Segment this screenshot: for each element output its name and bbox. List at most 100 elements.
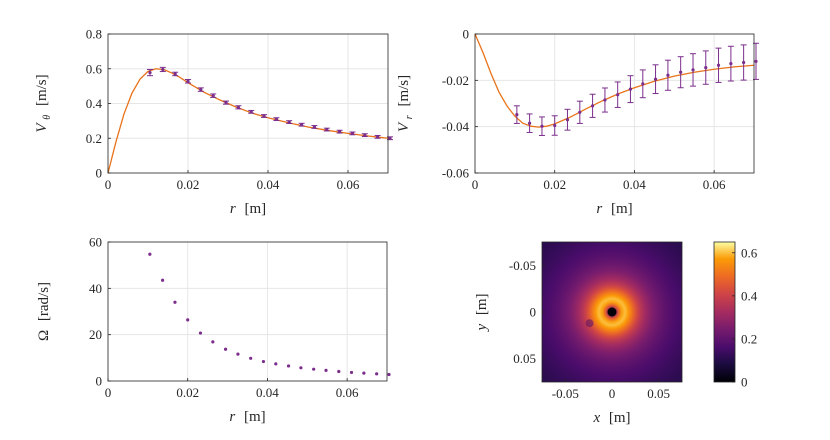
data-point (387, 372, 391, 377)
data-point (161, 278, 165, 282)
data-point (641, 82, 645, 86)
y-tick-label: 20 (89, 327, 102, 342)
data-point (312, 367, 316, 371)
data-point (198, 331, 203, 335)
colorbar: 0 0.2 0.4 0.6 (713, 241, 758, 390)
model-curve (474, 33, 755, 128)
data-point (349, 370, 354, 375)
vr-ylabel-unit: [m/s] (396, 75, 412, 107)
vtheta-ylabel-sub: θ (42, 115, 53, 120)
x-tick-label: 0.06 (336, 385, 359, 400)
data-point (376, 135, 380, 139)
data-point (653, 77, 658, 81)
data-point (249, 356, 253, 360)
vtheta-xlabel-symbol: r (230, 201, 236, 217)
data-point (224, 101, 228, 105)
vr-ylabel-symbol: V (396, 121, 412, 132)
data-point (666, 73, 670, 77)
y-tick-label: 0 (96, 374, 103, 389)
y-tick-label: -0.05 (509, 258, 536, 273)
data-point (578, 110, 582, 114)
heatmap-xlabel: x [m] (592, 410, 630, 426)
colorbar-tick-label: 0.2 (741, 331, 757, 346)
heatmap-ylabel-unit: [m] (474, 293, 490, 315)
data-point (262, 114, 266, 118)
data-point (173, 72, 177, 76)
vr-grid (474, 33, 754, 174)
data-point (199, 88, 203, 92)
vr-marks (474, 33, 759, 136)
vr-ticks: 0 0.02 0.04 0.06 -0.06 -0.04 -0.02 0 (442, 27, 726, 193)
data-point (565, 118, 570, 122)
data-point (350, 131, 354, 135)
vr-xlabel-unit: [m] (611, 201, 633, 217)
vtheta-panel: 0 0.02 0.04 0.06 0 0.2 0.4 0.6 0.8 r [m] V θ [m/… (34, 27, 393, 217)
x-tick-label: 0 (105, 385, 112, 400)
data-point (375, 372, 379, 376)
omega-ylabel-unit: [rad/s] (36, 282, 52, 321)
vtheta-ylabel: V θ [m/s] (34, 74, 54, 132)
field-artefact (585, 319, 594, 328)
data-point (274, 117, 278, 121)
vtheta-grid (107, 33, 388, 174)
vtheta-xlabel: r [m] (230, 201, 266, 217)
y-tick-label: 0.4 (86, 96, 103, 111)
heatmap-xlabel-unit: [m] (609, 410, 631, 426)
y-tick-label: 0 (96, 166, 103, 181)
y-tick-label: 0 (463, 27, 470, 42)
heatmap-ticks: -0.05 0 0.05 -0.05 0 0.05 (509, 258, 670, 401)
colorbar-gradient (713, 241, 736, 383)
y-tick-label: 0.6 (86, 61, 103, 76)
data-point (540, 124, 544, 128)
x-tick-label: 0.06 (703, 177, 726, 192)
omega-xlabel: r [m] (229, 409, 265, 425)
vr-ylabel: V r [m/s] (396, 75, 416, 132)
x-tick-label: 0 (472, 177, 479, 192)
model-curve (107, 68, 389, 174)
data-point (590, 104, 595, 108)
vtheta-ylabel-symbol: V (34, 122, 50, 133)
data-point (211, 94, 215, 98)
y-tick-label: -0.04 (442, 119, 470, 134)
data-point (528, 121, 532, 125)
y-tick-label: 0.8 (86, 27, 102, 42)
vr-axes-box (474, 33, 755, 174)
x-tick-label: -0.05 (552, 386, 579, 401)
x-tick-label: 0 (105, 177, 112, 192)
data-point (236, 352, 240, 356)
data-point (603, 98, 607, 102)
y-tick-label: 0 (530, 305, 537, 320)
data-point (223, 347, 228, 351)
vtheta-ticks: 0 0.02 0.04 0.06 0 0.2 0.4 0.6 0.8 (86, 27, 360, 193)
data-point (211, 340, 215, 344)
vr-xlabel: r [m] (596, 201, 632, 217)
colorbar-tick-label: 0.4 (741, 288, 758, 303)
data-point (148, 252, 152, 256)
data-point (312, 125, 316, 129)
data-point (173, 300, 177, 304)
data-point (300, 123, 304, 127)
data-point (299, 366, 303, 370)
x-tick-label: 0.02 (176, 385, 199, 400)
colorbar-tick-label: 0.6 (741, 245, 758, 260)
heatmap-panel: -0.05 0 0.05 -0.05 0 0.05 x [m] y [m] (474, 241, 683, 426)
vtheta-ylabel-unit: [m/s] (34, 74, 50, 106)
colorbar-tick-label: 0 (741, 375, 748, 390)
data-point (754, 59, 758, 63)
data-point (628, 87, 633, 91)
omega-grid (107, 241, 387, 382)
data-point (704, 65, 708, 70)
data-point (286, 364, 291, 368)
x-tick-label: 0.02 (543, 177, 566, 192)
x-tick-label: 0.06 (337, 177, 360, 192)
data-point (274, 362, 278, 366)
colorbar-ticks: 0 0.2 0.4 0.6 (732, 245, 758, 390)
vortex-core (607, 307, 617, 317)
data-point (729, 62, 733, 66)
data-point (186, 318, 190, 322)
x-tick-label: 0.02 (177, 177, 200, 192)
heatmap-xlabel-symbol: x (592, 410, 600, 426)
data-point (388, 136, 392, 140)
data-point (742, 60, 746, 65)
vr-ylabel-sub: r (404, 115, 415, 119)
